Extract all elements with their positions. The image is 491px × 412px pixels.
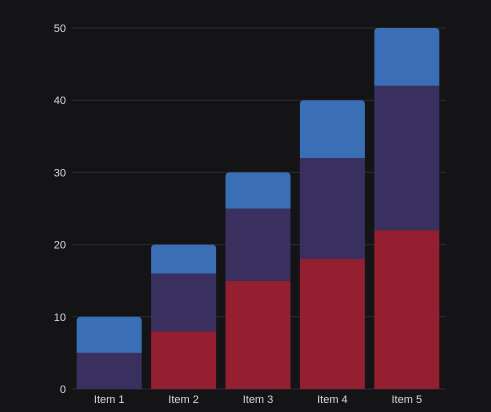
bar-segment[interactable]: [374, 230, 440, 389]
y-tick-label: 20: [54, 240, 66, 252]
bar-segment[interactable]: [299, 157, 365, 260]
x-tick-label: Item 5: [392, 394, 423, 406]
bar-segment[interactable]: [151, 331, 217, 389]
y-axis-ticks: 0 10 20 30 40 50: [54, 23, 66, 396]
bar-segment[interactable]: [225, 172, 291, 209]
bar-segment[interactable]: [225, 280, 291, 389]
bar-segment[interactable]: [374, 85, 440, 231]
x-tick-label: Item 2: [168, 394, 199, 406]
y-tick-label: 0: [60, 384, 66, 396]
y-tick-label: 50: [54, 23, 66, 35]
x-tick-label: Item 3: [243, 394, 274, 406]
x-axis-ticks: Item 1 Item 2 Item 3 Item 4 Item 5: [94, 394, 422, 406]
bar-segment[interactable]: [374, 28, 440, 86]
bar-segment[interactable]: [76, 352, 142, 389]
bar-segment[interactable]: [225, 208, 291, 281]
bar-segment[interactable]: [151, 244, 217, 274]
x-tick-label: Item 1: [94, 394, 125, 406]
bar-segment[interactable]: [151, 273, 217, 332]
y-tick-label: 10: [54, 312, 66, 324]
bar-segment[interactable]: [299, 100, 365, 158]
x-tick-label: Item 4: [317, 394, 348, 406]
bar-segment[interactable]: [299, 259, 365, 389]
bars: [76, 28, 440, 389]
y-tick-label: 40: [54, 95, 66, 107]
y-tick-label: 30: [54, 167, 66, 179]
bar-segment[interactable]: [76, 316, 142, 353]
